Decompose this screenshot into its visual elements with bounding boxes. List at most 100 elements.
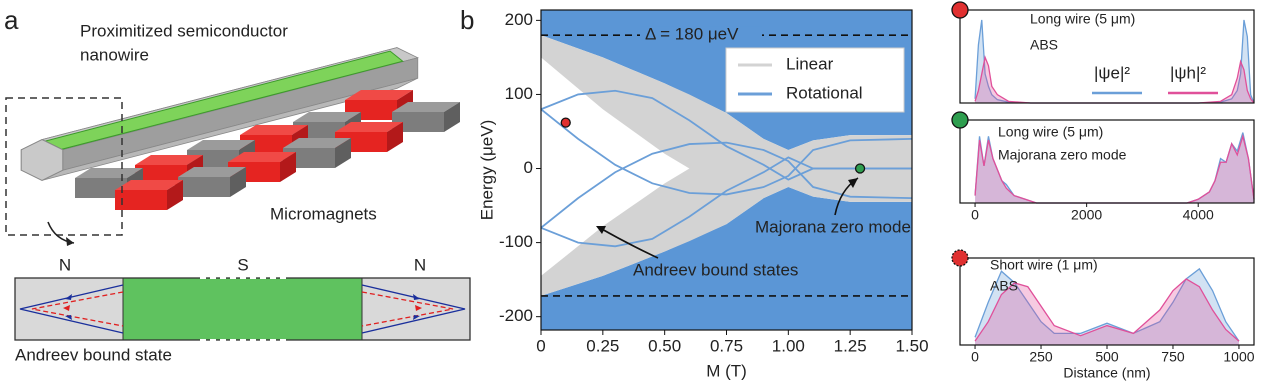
magnet-side bbox=[167, 180, 183, 210]
label-bg bbox=[640, 26, 762, 45]
legend-label: |ψh|² bbox=[1170, 63, 1206, 82]
arrow-head bbox=[596, 226, 606, 234]
panel-title: Short wire (1 μm) bbox=[990, 257, 1098, 273]
axes-bg bbox=[960, 258, 1254, 345]
magnet-front bbox=[75, 178, 127, 198]
wavefunction-plot: Long wire (5 μm) Majorana zero mode 0 2000 4… bbox=[951, 111, 1255, 223]
nanowire bbox=[20, 47, 419, 181]
density-area bbox=[975, 278, 1239, 345]
annotation-arrow bbox=[599, 227, 659, 259]
y-tick-label: 0 bbox=[524, 158, 533, 177]
magnet-side bbox=[335, 138, 351, 168]
junction-label: S bbox=[237, 255, 248, 274]
x-tick-label: 1.00 bbox=[772, 336, 805, 355]
x-tick-label: 2000 bbox=[1071, 207, 1102, 223]
annotation: Majorana zero mode bbox=[755, 217, 911, 236]
magnet-top bbox=[392, 102, 460, 112]
legend-label: |ψe|² bbox=[1094, 63, 1130, 82]
x-tick-label: 0 bbox=[971, 349, 979, 365]
legend-label: Linear bbox=[786, 54, 834, 73]
x-tick-label: 0.75 bbox=[710, 336, 743, 355]
x-tick-label: 0.50 bbox=[648, 336, 681, 355]
micromagnets bbox=[75, 90, 460, 210]
y-tick-label: 200 bbox=[505, 10, 533, 29]
density-line bbox=[974, 278, 1240, 342]
x-axis-label: Distance (nm) bbox=[1063, 365, 1150, 381]
x-tick-label: 0 bbox=[536, 336, 545, 355]
x-tick-label: 750 bbox=[1161, 349, 1185, 365]
magnet-top bbox=[178, 167, 246, 177]
x-tick-label: 1.25 bbox=[834, 336, 867, 355]
x-tick-label: 1000 bbox=[1223, 349, 1254, 365]
magnet-side bbox=[230, 167, 246, 197]
magnet-front bbox=[392, 112, 444, 132]
magnets-label: Micromagnets bbox=[270, 204, 377, 223]
nanowire-label: Proximitized semiconductor bbox=[80, 21, 288, 40]
axes-frame bbox=[959, 9, 1255, 104]
x-tick-label: 250 bbox=[1029, 349, 1053, 365]
axes-frame bbox=[959, 119, 1255, 204]
rotational-curve bbox=[541, 108, 912, 196]
x-axis-label: M (T) bbox=[706, 361, 747, 380]
state-badge bbox=[951, 249, 969, 267]
junction-label: N bbox=[59, 255, 71, 274]
zoom-box bbox=[5, 97, 123, 236]
arrow-head bbox=[848, 178, 858, 188]
energy-plot: Δ = 180 μeV Majorana zero mode Andreev bou… bbox=[477, 9, 929, 380]
panel-title: ABS bbox=[990, 278, 1018, 294]
x-tick-label: 4000 bbox=[1183, 207, 1214, 223]
hole-path bbox=[31, 291, 454, 327]
density-area bbox=[975, 268, 1239, 345]
y-axis-label: Energy (μeV) bbox=[477, 120, 496, 221]
magnet-top bbox=[240, 125, 308, 135]
density-area bbox=[975, 132, 1254, 203]
panel-title: Majorana zero mode bbox=[998, 147, 1127, 163]
wire-end bbox=[20, 139, 64, 181]
y-tick-label: -100 bbox=[499, 232, 533, 251]
magnet-top bbox=[283, 138, 351, 148]
axes-bg bbox=[960, 10, 1254, 103]
magnet-top bbox=[75, 168, 143, 178]
state-marker bbox=[854, 163, 866, 174]
abs-label: Andreev bound state bbox=[15, 345, 172, 364]
magnet-top bbox=[345, 90, 413, 100]
x-tick-label: 0.25 bbox=[586, 336, 619, 355]
legend bbox=[725, 47, 905, 113]
magnet-top bbox=[335, 122, 403, 132]
magnet-top bbox=[187, 140, 255, 150]
density-area bbox=[975, 136, 1254, 203]
y-tick-label: 100 bbox=[505, 84, 533, 103]
wavefunction-plot: Long wire (5 μm) ABS |ψe|² |ψh|² bbox=[951, 1, 1255, 104]
magnet-top bbox=[135, 155, 203, 165]
delta-label: Δ = 180 μeV bbox=[645, 25, 739, 44]
x-tick-label: 0 bbox=[971, 207, 979, 223]
magnet-side bbox=[387, 122, 403, 152]
magnet-side bbox=[280, 152, 296, 182]
zoom-arrow bbox=[47, 221, 75, 244]
rotational-curve bbox=[541, 141, 912, 229]
panel-title: ABS bbox=[1030, 37, 1058, 53]
magnet-top bbox=[228, 152, 296, 162]
panel-label: a bbox=[4, 5, 19, 35]
magnet-top bbox=[293, 112, 361, 122]
legend-label: Rotational bbox=[786, 83, 863, 102]
x-tick-label: 500 bbox=[1095, 349, 1119, 365]
magnet-side bbox=[444, 102, 460, 132]
arrow-head bbox=[66, 237, 74, 246]
rotational-curve bbox=[541, 156, 912, 248]
annotation: Andreev bound states bbox=[633, 260, 798, 279]
wavefunction-plot: Short wire (1 μm) ABS 0 250 500 750 1000 Distan… bbox=[951, 249, 1255, 381]
panel-a: a Proximitized semiconductor nanowire Mi… bbox=[4, 5, 471, 364]
panel-title: Long wire (5 μm) bbox=[1030, 11, 1135, 27]
magnet-front bbox=[115, 190, 167, 210]
superconductor bbox=[123, 278, 362, 340]
state-badge bbox=[951, 1, 969, 19]
panel-label: b bbox=[460, 5, 474, 35]
junction-label: N bbox=[414, 255, 426, 274]
state-marker bbox=[560, 117, 571, 128]
panel-title: Long wire (5 μm) bbox=[998, 124, 1103, 140]
electron-path bbox=[19, 284, 466, 334]
x-tick-label: 1.50 bbox=[895, 336, 928, 355]
magnet-top bbox=[115, 180, 183, 190]
